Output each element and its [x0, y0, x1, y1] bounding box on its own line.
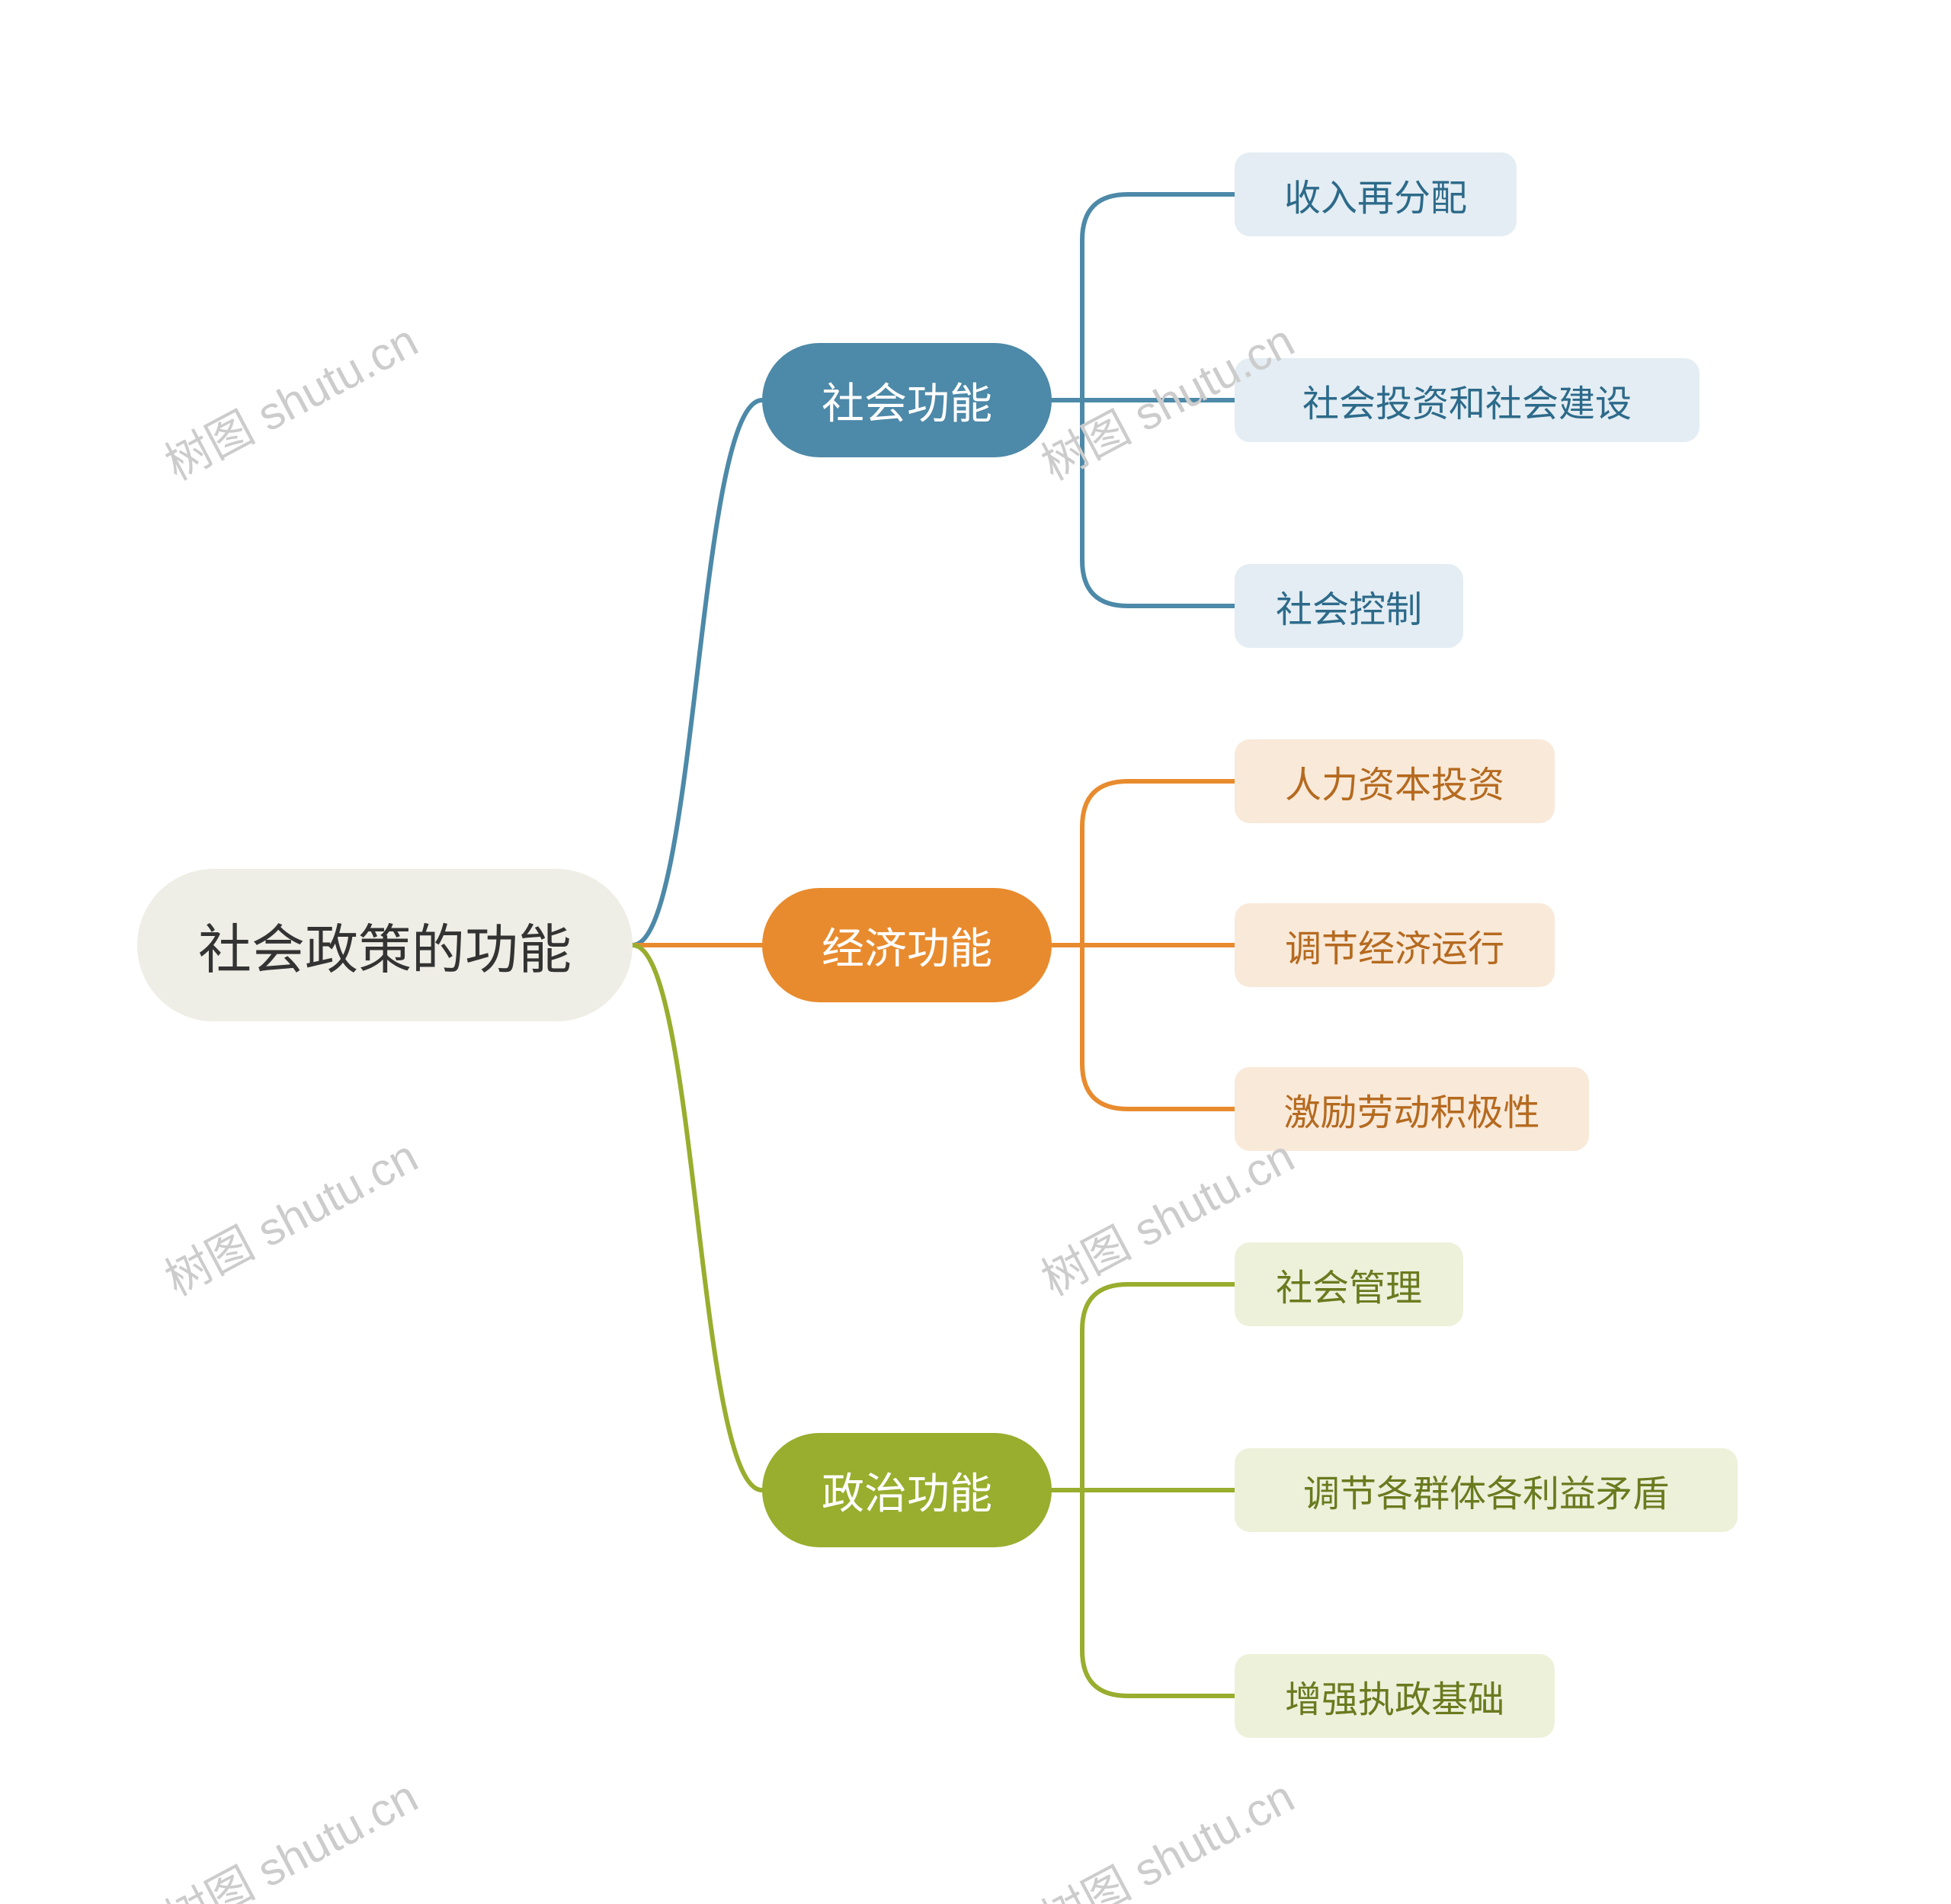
branch-node-economic: 经济功能: [762, 888, 1052, 1002]
root-node-label: 社会政策的功能: [198, 907, 572, 984]
leaf-node-social-0: 收入再分配: [1235, 152, 1517, 236]
leaf-node-social-1-label: 社会投资和社会建设: [1302, 373, 1632, 427]
leaf-node-social-0-label: 收入再分配: [1284, 168, 1467, 221]
leaf-node-economic-2: 激励劳动积极性: [1235, 1067, 1589, 1151]
leaf-node-political-0-label: 社会管理: [1276, 1258, 1422, 1311]
root-node: 社会政策的功能: [137, 869, 633, 1021]
leaf-node-economic-0-label: 人力资本投资: [1285, 755, 1504, 808]
branch-node-economic-label: 经济功能: [822, 915, 992, 976]
branch-node-social: 社会功能: [762, 343, 1052, 457]
leaf-node-social-2-label: 社会控制: [1276, 579, 1422, 633]
branch-node-social-label: 社会功能: [822, 370, 992, 431]
branch-node-political: 政治功能: [762, 1433, 1052, 1547]
leaf-node-political-2: 增强执政基础: [1235, 1654, 1555, 1738]
leaf-node-political-0: 社会管理: [1235, 1242, 1463, 1326]
branch-node-political-label: 政治功能: [822, 1460, 992, 1521]
leaf-node-political-1-label: 调节各群体各利益矛盾: [1303, 1463, 1669, 1517]
leaf-node-social-1: 社会投资和社会建设: [1235, 358, 1700, 442]
leaf-node-political-2-label: 增强执政基础: [1285, 1669, 1504, 1723]
leaf-node-economic-1: 调节经济运行: [1235, 903, 1555, 987]
leaf-node-political-1: 调节各群体各利益矛盾: [1235, 1448, 1738, 1532]
leaf-node-economic-2-label: 激励劳动积极性: [1283, 1082, 1539, 1136]
leaf-node-social-2: 社会控制: [1235, 564, 1463, 648]
leaf-node-economic-1-label: 调节经济运行: [1285, 918, 1504, 972]
leaf-node-economic-0: 人力资本投资: [1235, 739, 1555, 823]
